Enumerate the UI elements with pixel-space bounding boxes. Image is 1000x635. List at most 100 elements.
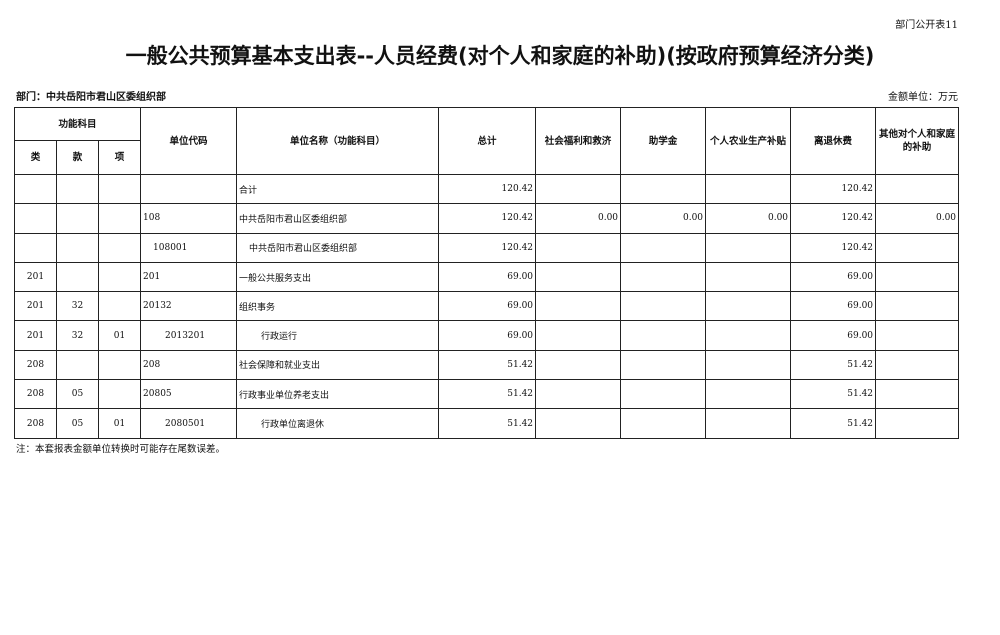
cell-c1 <box>535 379 622 410</box>
cell-c2 <box>620 408 707 439</box>
budget-table: 功能科目 单位代码 单位名称（功能科目） 总计 社会福利和救济 助学金 个人农业… <box>13 107 960 439</box>
cell-c1 <box>535 408 622 439</box>
cell-c3: 0.00 <box>705 203 792 234</box>
cell-c5 <box>875 408 960 439</box>
cell-code: 2013201 <box>140 320 238 351</box>
cell-total: 120.42 <box>438 173 537 205</box>
cell-xiang <box>97 379 142 410</box>
cell-lei <box>14 232 57 263</box>
header-total: 总计 <box>438 107 537 175</box>
cell-name: 社会保障和就业支出 <box>236 349 440 381</box>
table-row: 208 208 社会保障和就业支出 51.42 51.42 <box>14 349 960 381</box>
cell-lei: 208 <box>14 349 57 381</box>
cell-kuan <box>56 232 99 263</box>
cell-c1 <box>535 261 622 293</box>
cell-kuan: 05 <box>56 379 99 410</box>
cell-name: 行政单位离退休 <box>236 408 440 439</box>
cell-name: 合计 <box>236 173 440 205</box>
cell-lei: 201 <box>14 291 57 322</box>
cell-c4: 120.42 <box>790 173 877 205</box>
cell-xiang: 01 <box>97 320 142 351</box>
cell-c5 <box>875 349 960 381</box>
cell-c5 <box>875 261 960 293</box>
cell-name: 中共岳阳市君山区委组织部 <box>236 232 440 263</box>
cell-kuan <box>56 203 99 234</box>
header-name: 单位名称（功能科目） <box>236 107 440 175</box>
cell-total: 69.00 <box>438 320 537 351</box>
footnote: 注：本套报表金额单位转换时可能存在尾数误差。 <box>16 444 226 455</box>
cell-xiang <box>97 349 142 381</box>
header-c4: 离退休费 <box>790 107 877 175</box>
cell-c4: 51.42 <box>790 379 877 410</box>
cell-kuan <box>56 349 99 381</box>
cell-c2 <box>620 261 707 293</box>
cell-name: 一般公共服务支出 <box>236 261 440 293</box>
header-c3: 个人农业生产补贴 <box>705 107 792 175</box>
cell-lei: 201 <box>14 320 57 351</box>
cell-c2 <box>620 173 707 205</box>
cell-total: 120.42 <box>438 203 537 234</box>
cell-c2 <box>620 291 707 322</box>
cell-c4: 69.00 <box>790 261 877 293</box>
cell-c5 <box>875 291 960 322</box>
cell-c3 <box>705 173 792 205</box>
cell-c4: 120.42 <box>790 203 877 234</box>
header-c1: 社会福利和救济 <box>535 107 622 175</box>
cell-lei: 208 <box>14 379 57 410</box>
cell-total: 51.42 <box>438 349 537 381</box>
cell-kuan: 32 <box>56 320 99 351</box>
cell-c3 <box>705 408 792 439</box>
cell-c2 <box>620 379 707 410</box>
cell-c4: 51.42 <box>790 408 877 439</box>
cell-c1 <box>535 291 622 322</box>
cell-kuan: 05 <box>56 408 99 439</box>
header-c2: 助学金 <box>620 107 707 175</box>
cell-c3 <box>705 291 792 322</box>
table-row: 201 32 01 2013201 行政运行 69.00 69.00 <box>14 320 960 351</box>
cell-lei <box>14 203 57 234</box>
cell-c5 <box>875 320 960 351</box>
cell-kuan <box>56 173 99 205</box>
header-lei: 类 <box>14 140 57 175</box>
cell-lei: 208 <box>14 408 57 439</box>
cell-c4: 51.42 <box>790 349 877 381</box>
cell-c1 <box>535 349 622 381</box>
cell-c4: 120.42 <box>790 232 877 263</box>
cell-c3 <box>705 232 792 263</box>
cell-code: 20132 <box>140 291 238 322</box>
cell-name: 行政事业单位养老支出 <box>236 379 440 410</box>
cell-c3 <box>705 349 792 381</box>
cell-c4: 69.00 <box>790 291 877 322</box>
cell-lei: 201 <box>14 261 57 293</box>
cell-name: 组织事务 <box>236 291 440 322</box>
header-c5: 其他对个人和家庭的补助 <box>875 107 960 175</box>
cell-c5: 0.00 <box>875 203 960 234</box>
cell-code: 20805 <box>140 379 238 410</box>
header-kuan: 款 <box>56 140 99 175</box>
table-row: 合计 120.42 120.42 <box>14 173 960 205</box>
cell-xiang <box>97 261 142 293</box>
table-row: 201 201 一般公共服务支出 69.00 69.00 <box>14 261 960 293</box>
cell-xiang <box>97 291 142 322</box>
cell-c2 <box>620 349 707 381</box>
cell-code: 201 <box>140 261 238 293</box>
table-row: 201 32 20132 组织事务 69.00 69.00 <box>14 291 960 322</box>
cell-c2 <box>620 320 707 351</box>
cell-c1 <box>535 232 622 263</box>
cell-c5 <box>875 173 960 205</box>
cell-c3 <box>705 379 792 410</box>
table-row: 108001 中共岳阳市君山区委组织部 120.42 120.42 <box>14 232 960 263</box>
header-code: 单位代码 <box>140 107 238 175</box>
cell-c2 <box>620 232 707 263</box>
cell-xiang <box>97 173 142 205</box>
table-row: 108 中共岳阳市君山区委组织部 120.42 0.00 0.00 0.00 120.42 0… <box>14 203 960 234</box>
cell-c2: 0.00 <box>620 203 707 234</box>
cell-total: 69.00 <box>438 291 537 322</box>
cell-code: 2080501 <box>140 408 238 439</box>
page-title: 一般公共预算基本支出表--人员经费(对个人和家庭的补助)(按政府预算经济分类) <box>125 44 875 68</box>
cell-c3 <box>705 320 792 351</box>
header-xiang: 项 <box>97 140 142 175</box>
cell-total: 51.42 <box>438 408 537 439</box>
cell-code: 208 <box>140 349 238 381</box>
cell-c1 <box>535 320 622 351</box>
